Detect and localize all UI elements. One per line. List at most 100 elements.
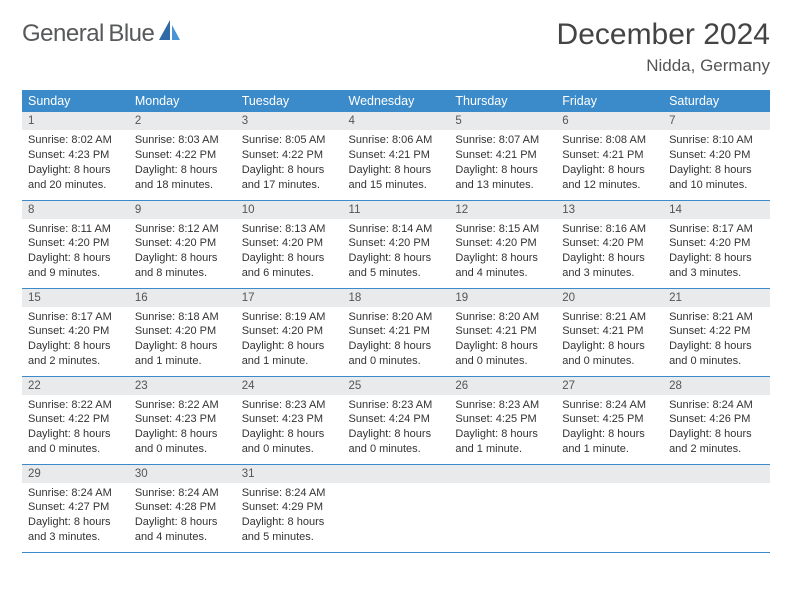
sunrise-text: Sunrise: 8:17 AM [669,222,764,237]
day-data: Sunrise: 8:21 AMSunset: 4:22 PMDaylight:… [663,307,770,374]
sunset-text: Sunset: 4:20 PM [135,236,230,251]
calendar-day-cell: 26Sunrise: 8:23 AMSunset: 4:25 PMDayligh… [449,376,556,464]
sunset-text: Sunset: 4:21 PM [562,148,657,163]
sunrise-text: Sunrise: 8:13 AM [242,222,337,237]
sunrise-text: Sunrise: 8:24 AM [562,398,657,413]
sunrise-text: Sunrise: 8:02 AM [28,133,123,148]
day2-text: and 12 minutes. [562,178,657,193]
day2-text: and 17 minutes. [242,178,337,193]
calendar-day-cell: 23Sunrise: 8:22 AMSunset: 4:23 PMDayligh… [129,376,236,464]
calendar-day-cell: 25Sunrise: 8:23 AMSunset: 4:24 PMDayligh… [343,376,450,464]
day-data: Sunrise: 8:02 AMSunset: 4:23 PMDaylight:… [22,130,129,197]
day2-text: and 4 minutes. [135,530,230,545]
sunrise-text: Sunrise: 8:16 AM [562,222,657,237]
calendar-day-cell: 24Sunrise: 8:23 AMSunset: 4:23 PMDayligh… [236,376,343,464]
day2-text: and 1 minute. [242,354,337,369]
day1-text: Daylight: 8 hours [562,163,657,178]
day-data: Sunrise: 8:23 AMSunset: 4:25 PMDaylight:… [449,395,556,462]
sunrise-text: Sunrise: 8:22 AM [28,398,123,413]
logo-text-1: General [22,20,104,47]
day-data: Sunrise: 8:16 AMSunset: 4:20 PMDaylight:… [556,219,663,286]
sunrise-text: Sunrise: 8:11 AM [28,222,123,237]
sunrise-text: Sunrise: 8:24 AM [242,486,337,501]
sunset-text: Sunset: 4:25 PM [455,412,550,427]
sunrise-text: Sunrise: 8:22 AM [135,398,230,413]
calendar-day-cell: 1Sunrise: 8:02 AMSunset: 4:23 PMDaylight… [22,112,129,200]
day-data: Sunrise: 8:14 AMSunset: 4:20 PMDaylight:… [343,219,450,286]
day1-text: Daylight: 8 hours [28,339,123,354]
day-number: 25 [343,377,450,395]
day1-text: Daylight: 8 hours [135,163,230,178]
sunset-text: Sunset: 4:20 PM [135,324,230,339]
day2-text: and 9 minutes. [28,266,123,281]
day-data: Sunrise: 8:20 AMSunset: 4:21 PMDaylight:… [343,307,450,374]
day1-text: Daylight: 8 hours [669,251,764,266]
sunrise-text: Sunrise: 8:10 AM [669,133,764,148]
day1-text: Daylight: 8 hours [135,515,230,530]
day-data [449,483,556,491]
calendar-week-row: 1Sunrise: 8:02 AMSunset: 4:23 PMDaylight… [22,112,770,200]
sunrise-text: Sunrise: 8:21 AM [669,310,764,325]
day2-text: and 3 minutes. [562,266,657,281]
day-number: 19 [449,289,556,307]
day-number: 27 [556,377,663,395]
day-number: 4 [343,112,450,130]
day-number: 20 [556,289,663,307]
day-number: 9 [129,201,236,219]
calendar-day-cell: 12Sunrise: 8:15 AMSunset: 4:20 PMDayligh… [449,200,556,288]
sunrise-text: Sunrise: 8:24 AM [28,486,123,501]
day1-text: Daylight: 8 hours [135,427,230,442]
day-number [556,465,663,483]
day1-text: Daylight: 8 hours [562,251,657,266]
day2-text: and 2 minutes. [28,354,123,369]
day-number: 13 [556,201,663,219]
calendar-day-cell: 21Sunrise: 8:21 AMSunset: 4:22 PMDayligh… [663,288,770,376]
calendar-day-cell: 17Sunrise: 8:19 AMSunset: 4:20 PMDayligh… [236,288,343,376]
day-number [343,465,450,483]
day-data: Sunrise: 8:17 AMSunset: 4:20 PMDaylight:… [22,307,129,374]
sail-icon [156,18,182,49]
day-number: 24 [236,377,343,395]
title-block: December 2024 Nidda, Germany [557,18,770,76]
day-number: 10 [236,201,343,219]
day2-text: and 0 minutes. [242,442,337,457]
day1-text: Daylight: 8 hours [562,427,657,442]
day1-text: Daylight: 8 hours [669,163,764,178]
day-data: Sunrise: 8:15 AMSunset: 4:20 PMDaylight:… [449,219,556,286]
day1-text: Daylight: 8 hours [28,515,123,530]
day1-text: Daylight: 8 hours [349,427,444,442]
day2-text: and 5 minutes. [349,266,444,281]
weekday-header: Wednesday [343,90,450,112]
day1-text: Daylight: 8 hours [349,163,444,178]
day-data [343,483,450,491]
day1-text: Daylight: 8 hours [28,163,123,178]
day-number [449,465,556,483]
header: General Blue December 2024 Nidda, German… [22,18,770,76]
calendar-day-cell: 22Sunrise: 8:22 AMSunset: 4:22 PMDayligh… [22,376,129,464]
day-data: Sunrise: 8:23 AMSunset: 4:23 PMDaylight:… [236,395,343,462]
sunrise-text: Sunrise: 8:12 AM [135,222,230,237]
day-number: 11 [343,201,450,219]
day1-text: Daylight: 8 hours [242,163,337,178]
day2-text: and 10 minutes. [669,178,764,193]
sunrise-text: Sunrise: 8:08 AM [562,133,657,148]
calendar-week-row: 29Sunrise: 8:24 AMSunset: 4:27 PMDayligh… [22,464,770,552]
sunrise-text: Sunrise: 8:23 AM [349,398,444,413]
sunset-text: Sunset: 4:20 PM [669,236,764,251]
day1-text: Daylight: 8 hours [455,163,550,178]
logo: General Blue [22,18,182,49]
day-data: Sunrise: 8:21 AMSunset: 4:21 PMDaylight:… [556,307,663,374]
day2-text: and 18 minutes. [135,178,230,193]
sunset-text: Sunset: 4:22 PM [135,148,230,163]
day-number: 17 [236,289,343,307]
weekday-header: Sunday [22,90,129,112]
sunset-text: Sunset: 4:21 PM [562,324,657,339]
calendar-day-cell [556,464,663,552]
calendar-day-cell [449,464,556,552]
day1-text: Daylight: 8 hours [242,515,337,530]
month-title: December 2024 [557,18,770,52]
calendar-day-cell: 8Sunrise: 8:11 AMSunset: 4:20 PMDaylight… [22,200,129,288]
sunset-text: Sunset: 4:22 PM [242,148,337,163]
weekday-header-row: Sunday Monday Tuesday Wednesday Thursday… [22,90,770,112]
calendar-day-cell: 31Sunrise: 8:24 AMSunset: 4:29 PMDayligh… [236,464,343,552]
